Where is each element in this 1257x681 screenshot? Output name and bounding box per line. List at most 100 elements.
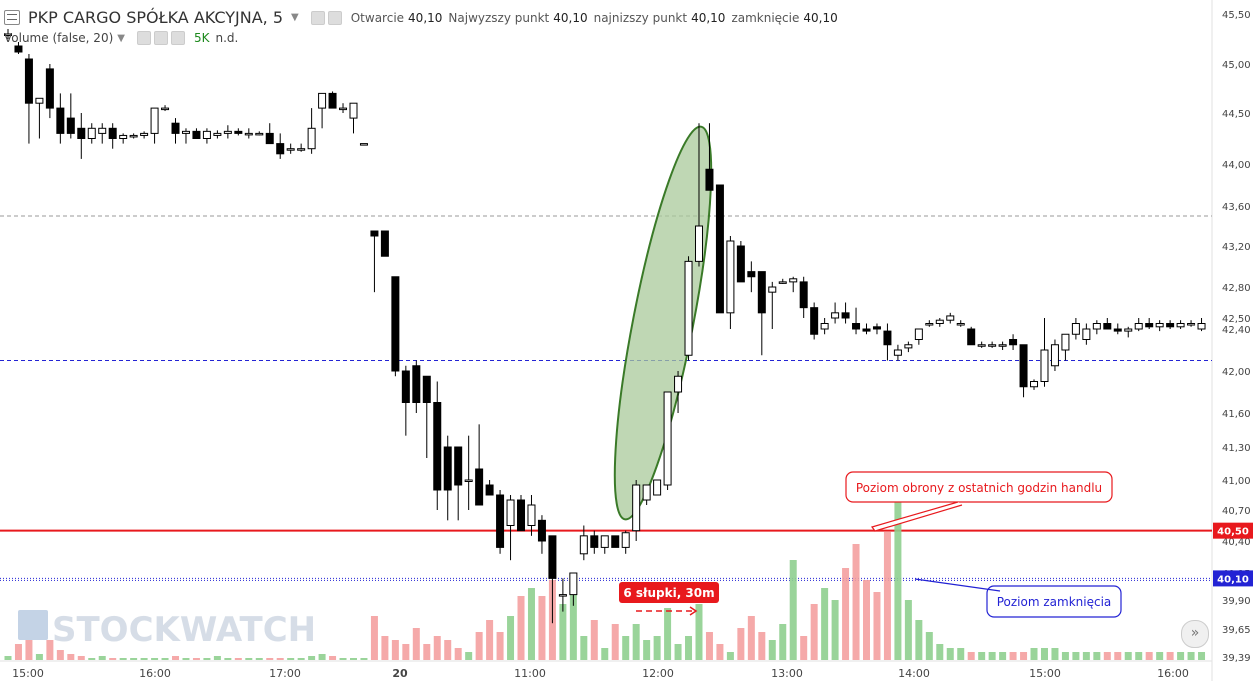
y-tick-label: 40,40 — [1222, 537, 1251, 548]
candle-body — [129, 134, 138, 138]
candle-body — [412, 365, 421, 403]
volume-bar — [25, 632, 33, 660]
candle-body — [1166, 323, 1175, 328]
candle-body — [98, 127, 107, 134]
candle-body — [558, 594, 567, 597]
y-tick-label: 42,00 — [1222, 367, 1251, 378]
volume-bar — [1177, 652, 1185, 660]
candle-body — [925, 323, 934, 326]
candle-body — [1155, 323, 1164, 328]
volume-bar — [1114, 652, 1122, 660]
candle-body — [454, 446, 463, 486]
volume-bar — [1009, 652, 1017, 660]
volume-bar — [716, 644, 724, 660]
volume-bar — [318, 654, 326, 660]
volume-bar — [1166, 652, 1174, 660]
candle-body — [517, 499, 526, 532]
candle-body — [726, 240, 735, 314]
volume-bar — [276, 658, 284, 660]
y-tick-label: 41,60 — [1222, 409, 1251, 420]
candle-body — [66, 117, 75, 134]
candle-body — [841, 312, 850, 319]
x-tick-label: 13:00 — [771, 667, 803, 680]
candle-body — [705, 168, 714, 191]
candle-body — [1103, 323, 1112, 330]
volume-bar — [1030, 648, 1038, 660]
volume-bar — [349, 658, 357, 660]
volume-bar — [360, 658, 368, 660]
candle-body — [600, 535, 609, 548]
menu-icon[interactable] — [4, 10, 20, 25]
volume-bar — [391, 640, 399, 660]
candle-body — [4, 33, 12, 36]
candle-body — [150, 107, 159, 134]
volume-close-icon[interactable] — [170, 31, 185, 45]
open-value: 40,10 — [408, 10, 443, 25]
candle-body — [674, 375, 683, 393]
volume-bar — [590, 620, 598, 660]
x-tick-label: 12:00 — [642, 667, 674, 680]
volume-chevron-icon[interactable]: ▼ — [117, 32, 125, 44]
volume-bar — [517, 596, 525, 660]
candle-body — [307, 127, 316, 150]
volume-bar — [1103, 652, 1111, 660]
candle-body — [527, 504, 536, 526]
candle-body — [1071, 323, 1080, 335]
x-tick-label: 14:00 — [898, 667, 930, 680]
candle-body — [56, 107, 65, 134]
volume-bar — [800, 636, 808, 660]
open-label: Otwarcie — [350, 10, 405, 25]
candle-body — [946, 315, 955, 321]
scroll-to-end-button[interactable]: » — [1181, 620, 1209, 648]
volume-bar — [1020, 652, 1028, 660]
candle-body — [715, 184, 724, 314]
symbol-title[interactable]: PKP CARGO SPÓŁKA AKCYJNA, 5 — [28, 8, 284, 27]
volume-bar — [172, 656, 180, 660]
candle-body — [852, 323, 861, 330]
volume-bar — [664, 608, 672, 660]
candle-body — [485, 484, 494, 496]
volume-bar — [35, 654, 43, 660]
candle-body — [318, 92, 327, 109]
volume-gear-icon[interactable] — [153, 31, 168, 45]
volume-bar — [904, 600, 912, 660]
volume-bar — [632, 624, 640, 660]
volume-bar — [559, 604, 567, 660]
close-value: 40,10 — [803, 10, 838, 25]
volume-bar — [77, 656, 85, 660]
volume-bar — [339, 658, 347, 660]
candle-body — [181, 130, 190, 134]
candle-body — [45, 68, 54, 109]
volume-bar — [936, 644, 944, 660]
volume-bar — [821, 588, 829, 660]
volume-eye-icon[interactable] — [136, 31, 151, 45]
volume-bar — [726, 652, 734, 660]
price-tag — [1213, 570, 1253, 587]
candle-body — [422, 375, 431, 403]
volume-bar — [88, 658, 96, 660]
chevron-down-icon[interactable]: ▼ — [291, 12, 299, 23]
volume-bar — [810, 604, 818, 660]
low-label: najnizszy punkt — [593, 10, 688, 25]
volume-bar — [119, 658, 127, 660]
volume-bar — [695, 604, 703, 660]
volume-label[interactable]: Volume (false, 20) — [4, 31, 114, 45]
y-tick-label: 39,39 — [1222, 653, 1251, 664]
annotation-close-pointer — [914, 578, 1001, 592]
candle-body — [1092, 323, 1101, 330]
volume-bar — [266, 658, 274, 660]
volume-bar — [412, 628, 420, 660]
x-tick-label: 11:00 — [514, 667, 546, 680]
candle-body — [286, 148, 295, 151]
volume-bar — [1145, 652, 1153, 660]
low-value: 40,10 — [691, 10, 726, 25]
candle-body — [883, 330, 892, 346]
candle-body — [1009, 339, 1018, 346]
volume-bar — [402, 644, 410, 660]
gear-icon[interactable] — [327, 10, 342, 25]
volume-bar — [56, 650, 64, 660]
eye-icon[interactable] — [310, 10, 325, 25]
y-tick-label: 42,50 — [1222, 314, 1251, 325]
volume-bar — [957, 648, 965, 660]
